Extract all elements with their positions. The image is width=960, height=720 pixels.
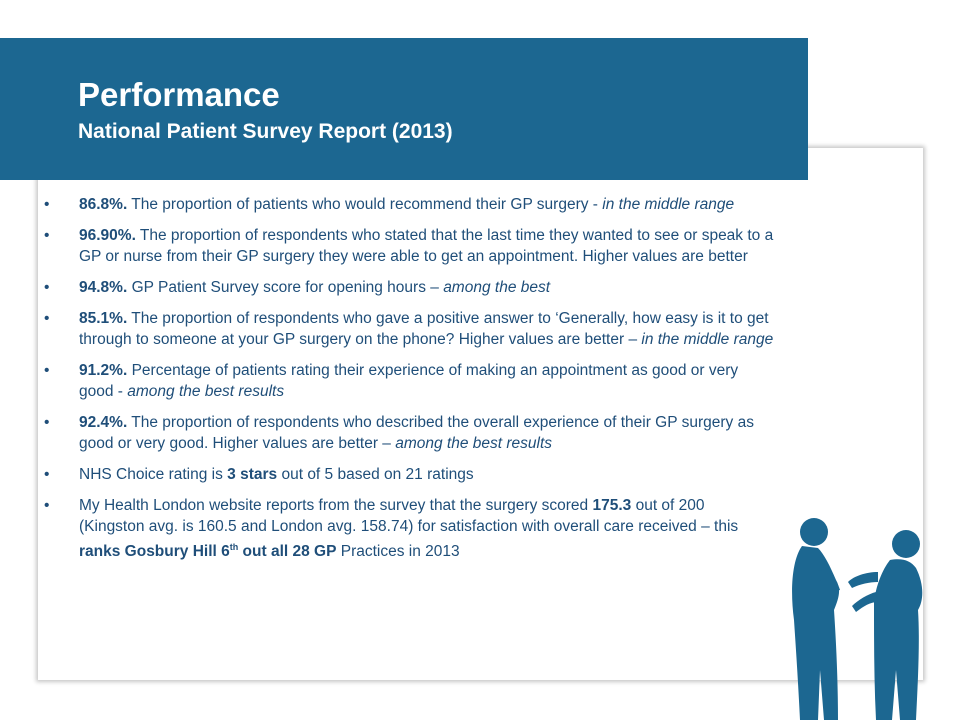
bullet-my-health-london: My Health London website reports from th… — [44, 495, 774, 562]
people-talking-icon — [792, 518, 923, 720]
bullet-nhs-choice: NHS Choice rating is 3 stars out of 5 ba… — [44, 464, 774, 485]
bullet-appointment-experience: 91.2%. Percentage of patients rating the… — [44, 360, 774, 402]
bullet-list: 86.8%. The proportion of patients who wo… — [44, 194, 774, 572]
bullet-appointment-access: 96.90%. The proportion of respondents wh… — [44, 225, 774, 267]
header-band — [0, 38, 808, 180]
page-subtitle: National Patient Survey Report (2013) — [78, 120, 453, 143]
page-title: Performance — [78, 76, 280, 113]
bullet-opening-hours: 94.8%. GP Patient Survey score for openi… — [44, 277, 774, 298]
bullet-recommend: 86.8%. The proportion of patients who wo… — [44, 194, 774, 215]
bullet-overall-experience: 92.4%. The proportion of respondents who… — [44, 412, 774, 454]
bullet-phone-access: 85.1%. The proportion of respondents who… — [44, 308, 774, 350]
